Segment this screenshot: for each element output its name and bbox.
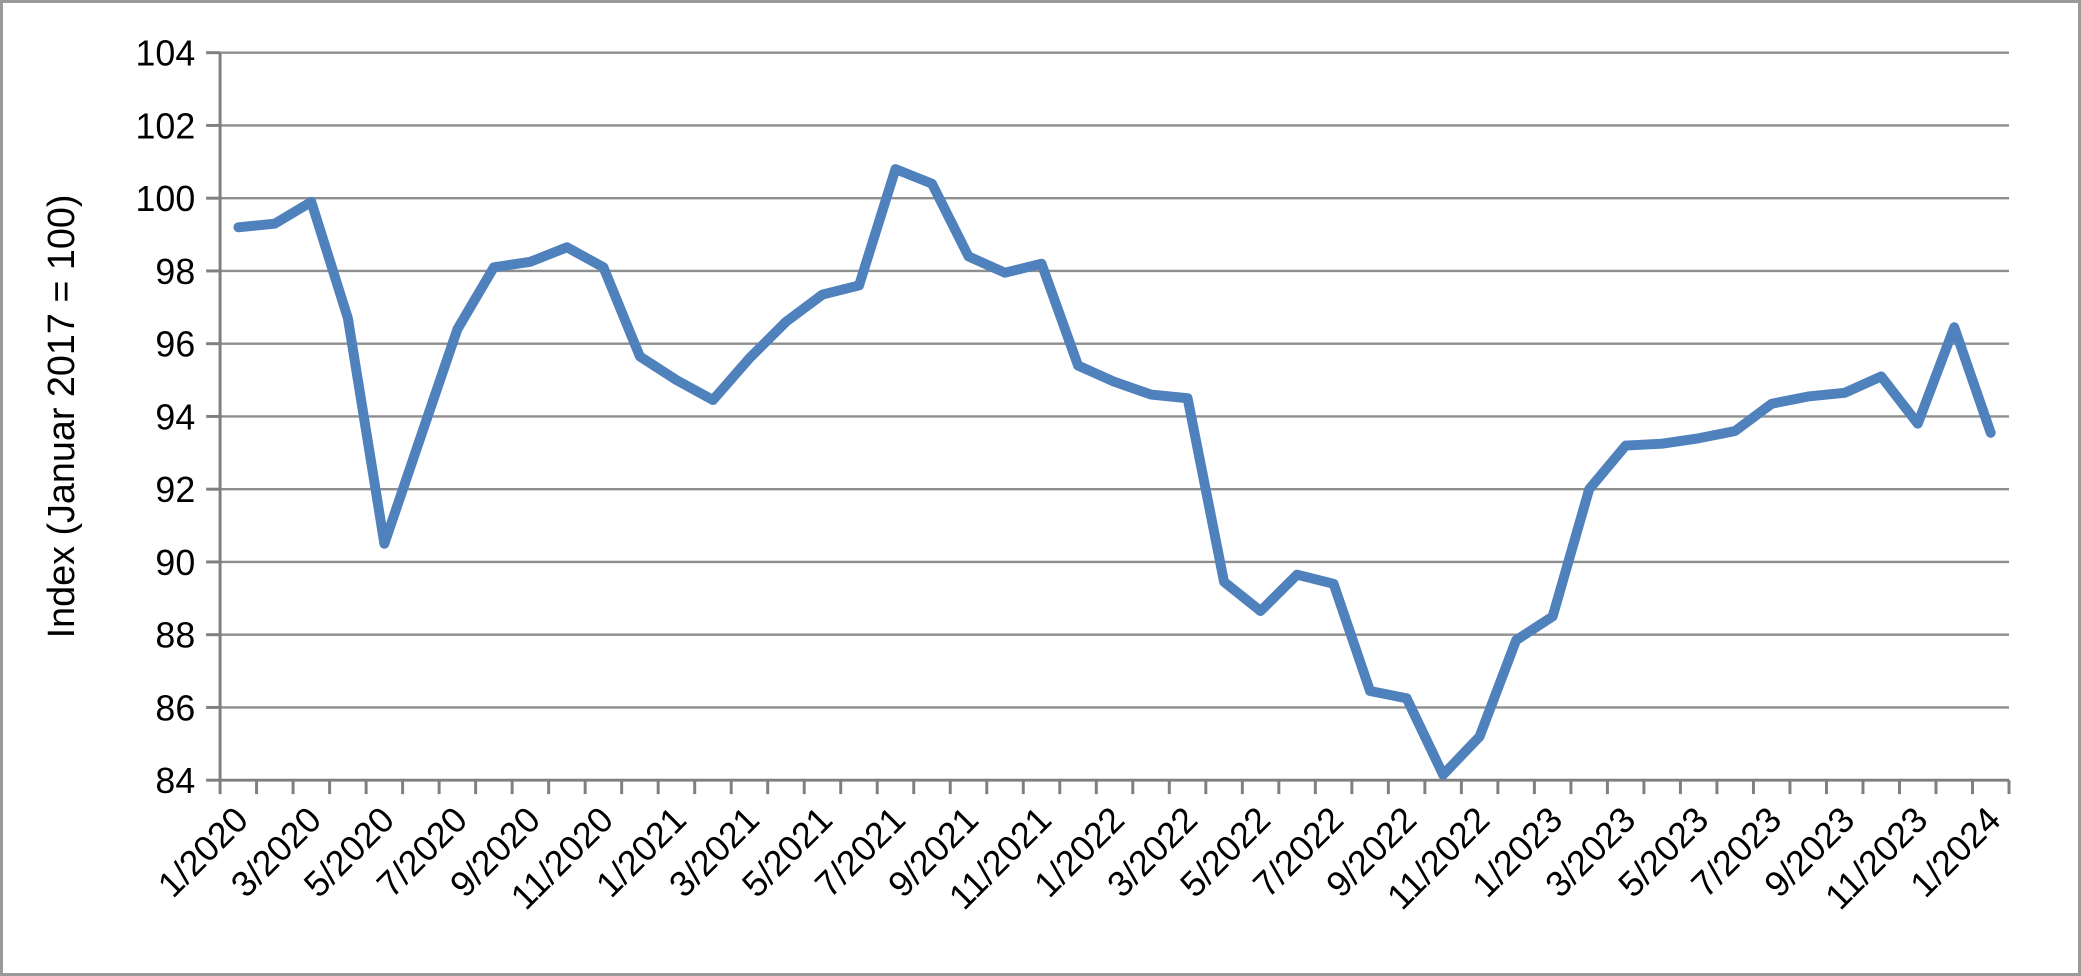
line-chart: 84 86 88 90 92 94 96 98 100 102 104 1/20203/20205/… — [41, 34, 2011, 917]
y-axis-tick-label: 94 — [155, 397, 195, 437]
data-series — [233, 164, 1996, 780]
y-axis-tick-label: 88 — [155, 616, 195, 656]
y-axis-tick-label: 102 — [136, 106, 196, 146]
y-axis-tick-label: 92 — [155, 470, 195, 510]
y-axis-tick-label: 96 — [155, 325, 195, 365]
gridlines — [220, 51, 2010, 782]
axis-ticks — [206, 51, 2011, 795]
y-axis-tick-label: 100 — [136, 179, 196, 219]
y-axis-tick-label: 104 — [136, 34, 196, 74]
y-axis-tick-label: 90 — [155, 543, 195, 583]
y-axis-tick-label: 98 — [155, 252, 195, 292]
x-axis-tick-labels: 1/20203/20205/20207/20209/202011/20201/2… — [150, 799, 2008, 917]
data-line — [233, 164, 1996, 780]
y-axis-title: Index (Januar 2017 = 100) — [41, 194, 83, 638]
y-axis-tick-labels: 84 86 88 90 92 94 96 98 100 102 104 — [136, 34, 196, 801]
y-axis-tick-label: 86 — [155, 688, 195, 728]
y-axis-tick-label: 84 — [155, 761, 195, 801]
